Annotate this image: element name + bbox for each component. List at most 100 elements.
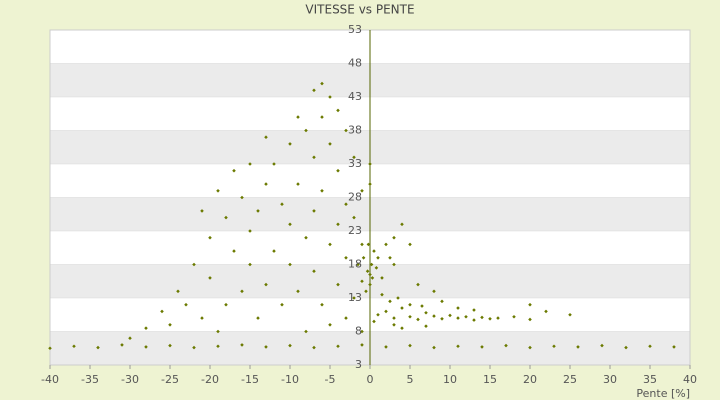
- point: [264, 345, 268, 349]
- point: [372, 249, 376, 253]
- point: [376, 256, 380, 260]
- point: [288, 262, 292, 267]
- point: [168, 323, 172, 327]
- point: [280, 302, 284, 307]
- x-tick-label: 40: [683, 373, 697, 386]
- point: [360, 242, 364, 247]
- point: [280, 202, 284, 206]
- point: [248, 162, 252, 166]
- point: [388, 256, 392, 260]
- point: [176, 289, 180, 294]
- point: [576, 345, 580, 349]
- point: [272, 249, 276, 253]
- point: [48, 346, 52, 351]
- point: [232, 249, 236, 253]
- point: [380, 276, 384, 280]
- point: [464, 314, 468, 319]
- point: [366, 242, 371, 247]
- point: [368, 272, 372, 277]
- point: [320, 302, 324, 307]
- point: [568, 312, 572, 317]
- y-tick-label: 3: [355, 358, 362, 371]
- point: [365, 269, 370, 273]
- x-tick-label: -30: [121, 373, 139, 386]
- point: [672, 345, 676, 349]
- point: [120, 343, 124, 347]
- point: [168, 343, 172, 348]
- point: [552, 344, 556, 349]
- point: [360, 343, 364, 347]
- point: [400, 326, 404, 330]
- point: [380, 292, 384, 297]
- point: [361, 256, 366, 260]
- y-tick-label: 8: [355, 325, 362, 338]
- point: [264, 182, 268, 186]
- y-tick-label: 23: [348, 224, 362, 237]
- point: [200, 209, 204, 213]
- point: [368, 282, 372, 287]
- point: [200, 316, 204, 320]
- point: [420, 304, 424, 308]
- y-tick-label: 28: [348, 191, 362, 204]
- point: [392, 235, 396, 240]
- point: [320, 189, 324, 193]
- point: [488, 316, 492, 321]
- point: [384, 345, 388, 349]
- point: [360, 189, 364, 193]
- point: [624, 345, 628, 350]
- point: [312, 209, 316, 213]
- y-tick-label: 18: [348, 258, 362, 271]
- point: [328, 323, 332, 327]
- point: [248, 262, 252, 267]
- point: [392, 262, 396, 267]
- point: [344, 256, 348, 260]
- x-tick-label: 5: [407, 373, 414, 386]
- point: [372, 319, 376, 324]
- point: [160, 309, 164, 314]
- x-tick-label: -40: [41, 373, 59, 386]
- point: [496, 316, 500, 320]
- point: [440, 316, 444, 321]
- point: [240, 289, 244, 294]
- point: [328, 242, 332, 247]
- x-axis-label: Pente [%]: [636, 387, 690, 400]
- point: [416, 317, 420, 322]
- x-tick-label: 30: [603, 373, 617, 386]
- point: [344, 128, 348, 133]
- point: [312, 269, 316, 273]
- point: [376, 312, 380, 317]
- point: [480, 315, 484, 320]
- point: [304, 235, 308, 240]
- y-tick-label: 33: [348, 157, 362, 170]
- point: [312, 345, 316, 350]
- point: [432, 345, 436, 350]
- x-tick-label: 20: [523, 373, 537, 386]
- point: [192, 262, 196, 267]
- point: [392, 316, 396, 320]
- x-tick-label: 35: [643, 373, 657, 386]
- point: [240, 343, 244, 347]
- point: [456, 344, 460, 349]
- point: [396, 296, 400, 300]
- point: [374, 266, 379, 270]
- x-tick-label: 25: [563, 373, 577, 386]
- point: [192, 345, 196, 350]
- point: [352, 215, 356, 220]
- point: [208, 235, 212, 240]
- point: [424, 324, 428, 328]
- point: [364, 289, 368, 294]
- point: [400, 222, 404, 227]
- point: [256, 209, 260, 213]
- point: [312, 155, 316, 160]
- point: [408, 314, 412, 319]
- y-tick-label: 43: [348, 90, 362, 103]
- point: [256, 316, 260, 320]
- point: [336, 344, 340, 349]
- point: [370, 276, 375, 280]
- point: [408, 302, 412, 307]
- y-tick-label: 53: [348, 23, 362, 36]
- point: [456, 306, 460, 310]
- point: [296, 182, 300, 186]
- point: [336, 108, 340, 113]
